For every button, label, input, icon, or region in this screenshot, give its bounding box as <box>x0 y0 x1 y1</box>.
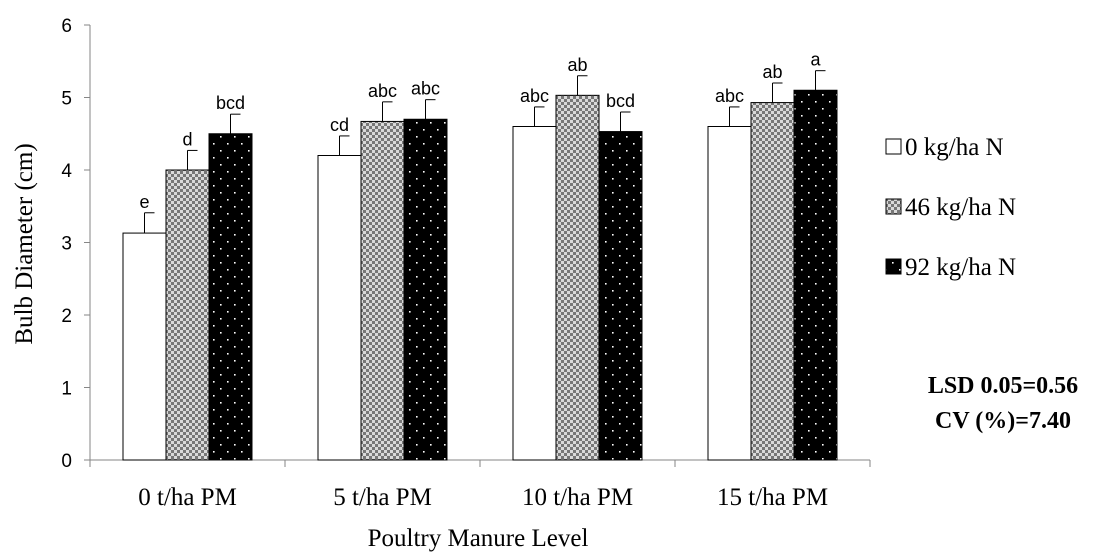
legend-label: 92 kg/ha N <box>905 254 1016 281</box>
legend-swatch <box>885 138 902 155</box>
bar <box>165 169 210 461</box>
y-tick-label: 0 <box>61 451 72 472</box>
legend-swatch <box>885 258 902 275</box>
x-axis: 0 t/ha PM 5 t/ha PM 10 t/ha PM 15 t/ha PM <box>89 459 871 511</box>
significance-letter: abc <box>411 79 440 99</box>
x-tick-label: 10 t/ha PM <box>522 484 633 511</box>
bar <box>208 133 253 461</box>
significance-letter: bcd <box>606 91 635 111</box>
x-axis-title: Poultry Manure Level <box>368 525 589 552</box>
y-tick-label: 3 <box>61 234 72 255</box>
significance-letter: abc <box>520 86 549 106</box>
bar <box>707 126 752 461</box>
x-tick-label: 15 t/ha PM <box>717 484 828 511</box>
bar <box>555 94 600 461</box>
bar-series-group <box>122 89 838 461</box>
bar <box>360 120 405 461</box>
y-tick-label: 5 <box>61 89 72 110</box>
y-axis-title: Bulb Diameter (cm) <box>11 143 38 344</box>
y-tick-label: 2 <box>61 306 72 327</box>
cv-annotation: CV (%)=7.40 <box>935 408 1071 434</box>
x-tick-label: 5 t/ha PM <box>333 484 432 511</box>
y-tick-label: 4 <box>61 161 72 182</box>
significance-letter: a <box>810 50 821 70</box>
x-tick-label: 0 t/ha PM <box>138 484 237 511</box>
bar <box>122 232 167 461</box>
significance-letter: bcd <box>216 93 245 113</box>
lsd-annotation: LSD 0.05=0.56 <box>928 373 1078 399</box>
significance-letter: cd <box>330 115 349 135</box>
error-bar-group <box>144 70 826 234</box>
significance-letter: e <box>139 192 149 212</box>
significance-letter: ab <box>762 62 782 82</box>
significance-letter: d <box>182 129 192 149</box>
y-tick-label: 1 <box>61 379 72 400</box>
significance-letter: ab <box>567 55 587 75</box>
significance-letter: abc <box>368 81 397 101</box>
y-tick-label: 6 <box>61 16 72 37</box>
bar <box>598 131 643 461</box>
bar <box>512 126 557 461</box>
bar <box>793 89 838 461</box>
significance-letter: abc <box>715 86 744 106</box>
y-axis: 0 1 2 3 4 5 6 <box>61 16 91 472</box>
bar <box>317 155 362 461</box>
legend: 0 kg/ha N 46 kg/ha N 92 kg/ha N <box>885 134 1016 281</box>
bar <box>403 118 448 461</box>
bar <box>750 102 795 461</box>
legend-label: 46 kg/ha N <box>905 194 1016 221</box>
legend-swatch <box>885 198 902 215</box>
legend-label: 0 kg/ha N <box>905 134 1004 161</box>
